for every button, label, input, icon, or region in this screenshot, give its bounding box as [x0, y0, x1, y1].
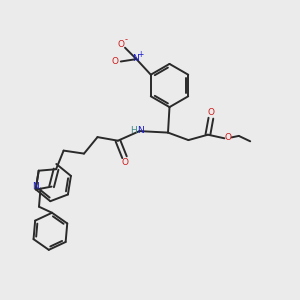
- Text: O: O: [224, 133, 232, 142]
- Text: N: N: [137, 126, 143, 135]
- Text: O: O: [111, 57, 118, 66]
- Text: O: O: [208, 108, 215, 117]
- Text: -: -: [125, 35, 128, 44]
- Text: O: O: [121, 158, 128, 167]
- Text: H: H: [130, 126, 137, 135]
- Text: N: N: [32, 182, 39, 191]
- Text: N: N: [132, 54, 139, 63]
- Text: O: O: [117, 40, 124, 49]
- Text: +: +: [137, 50, 144, 59]
